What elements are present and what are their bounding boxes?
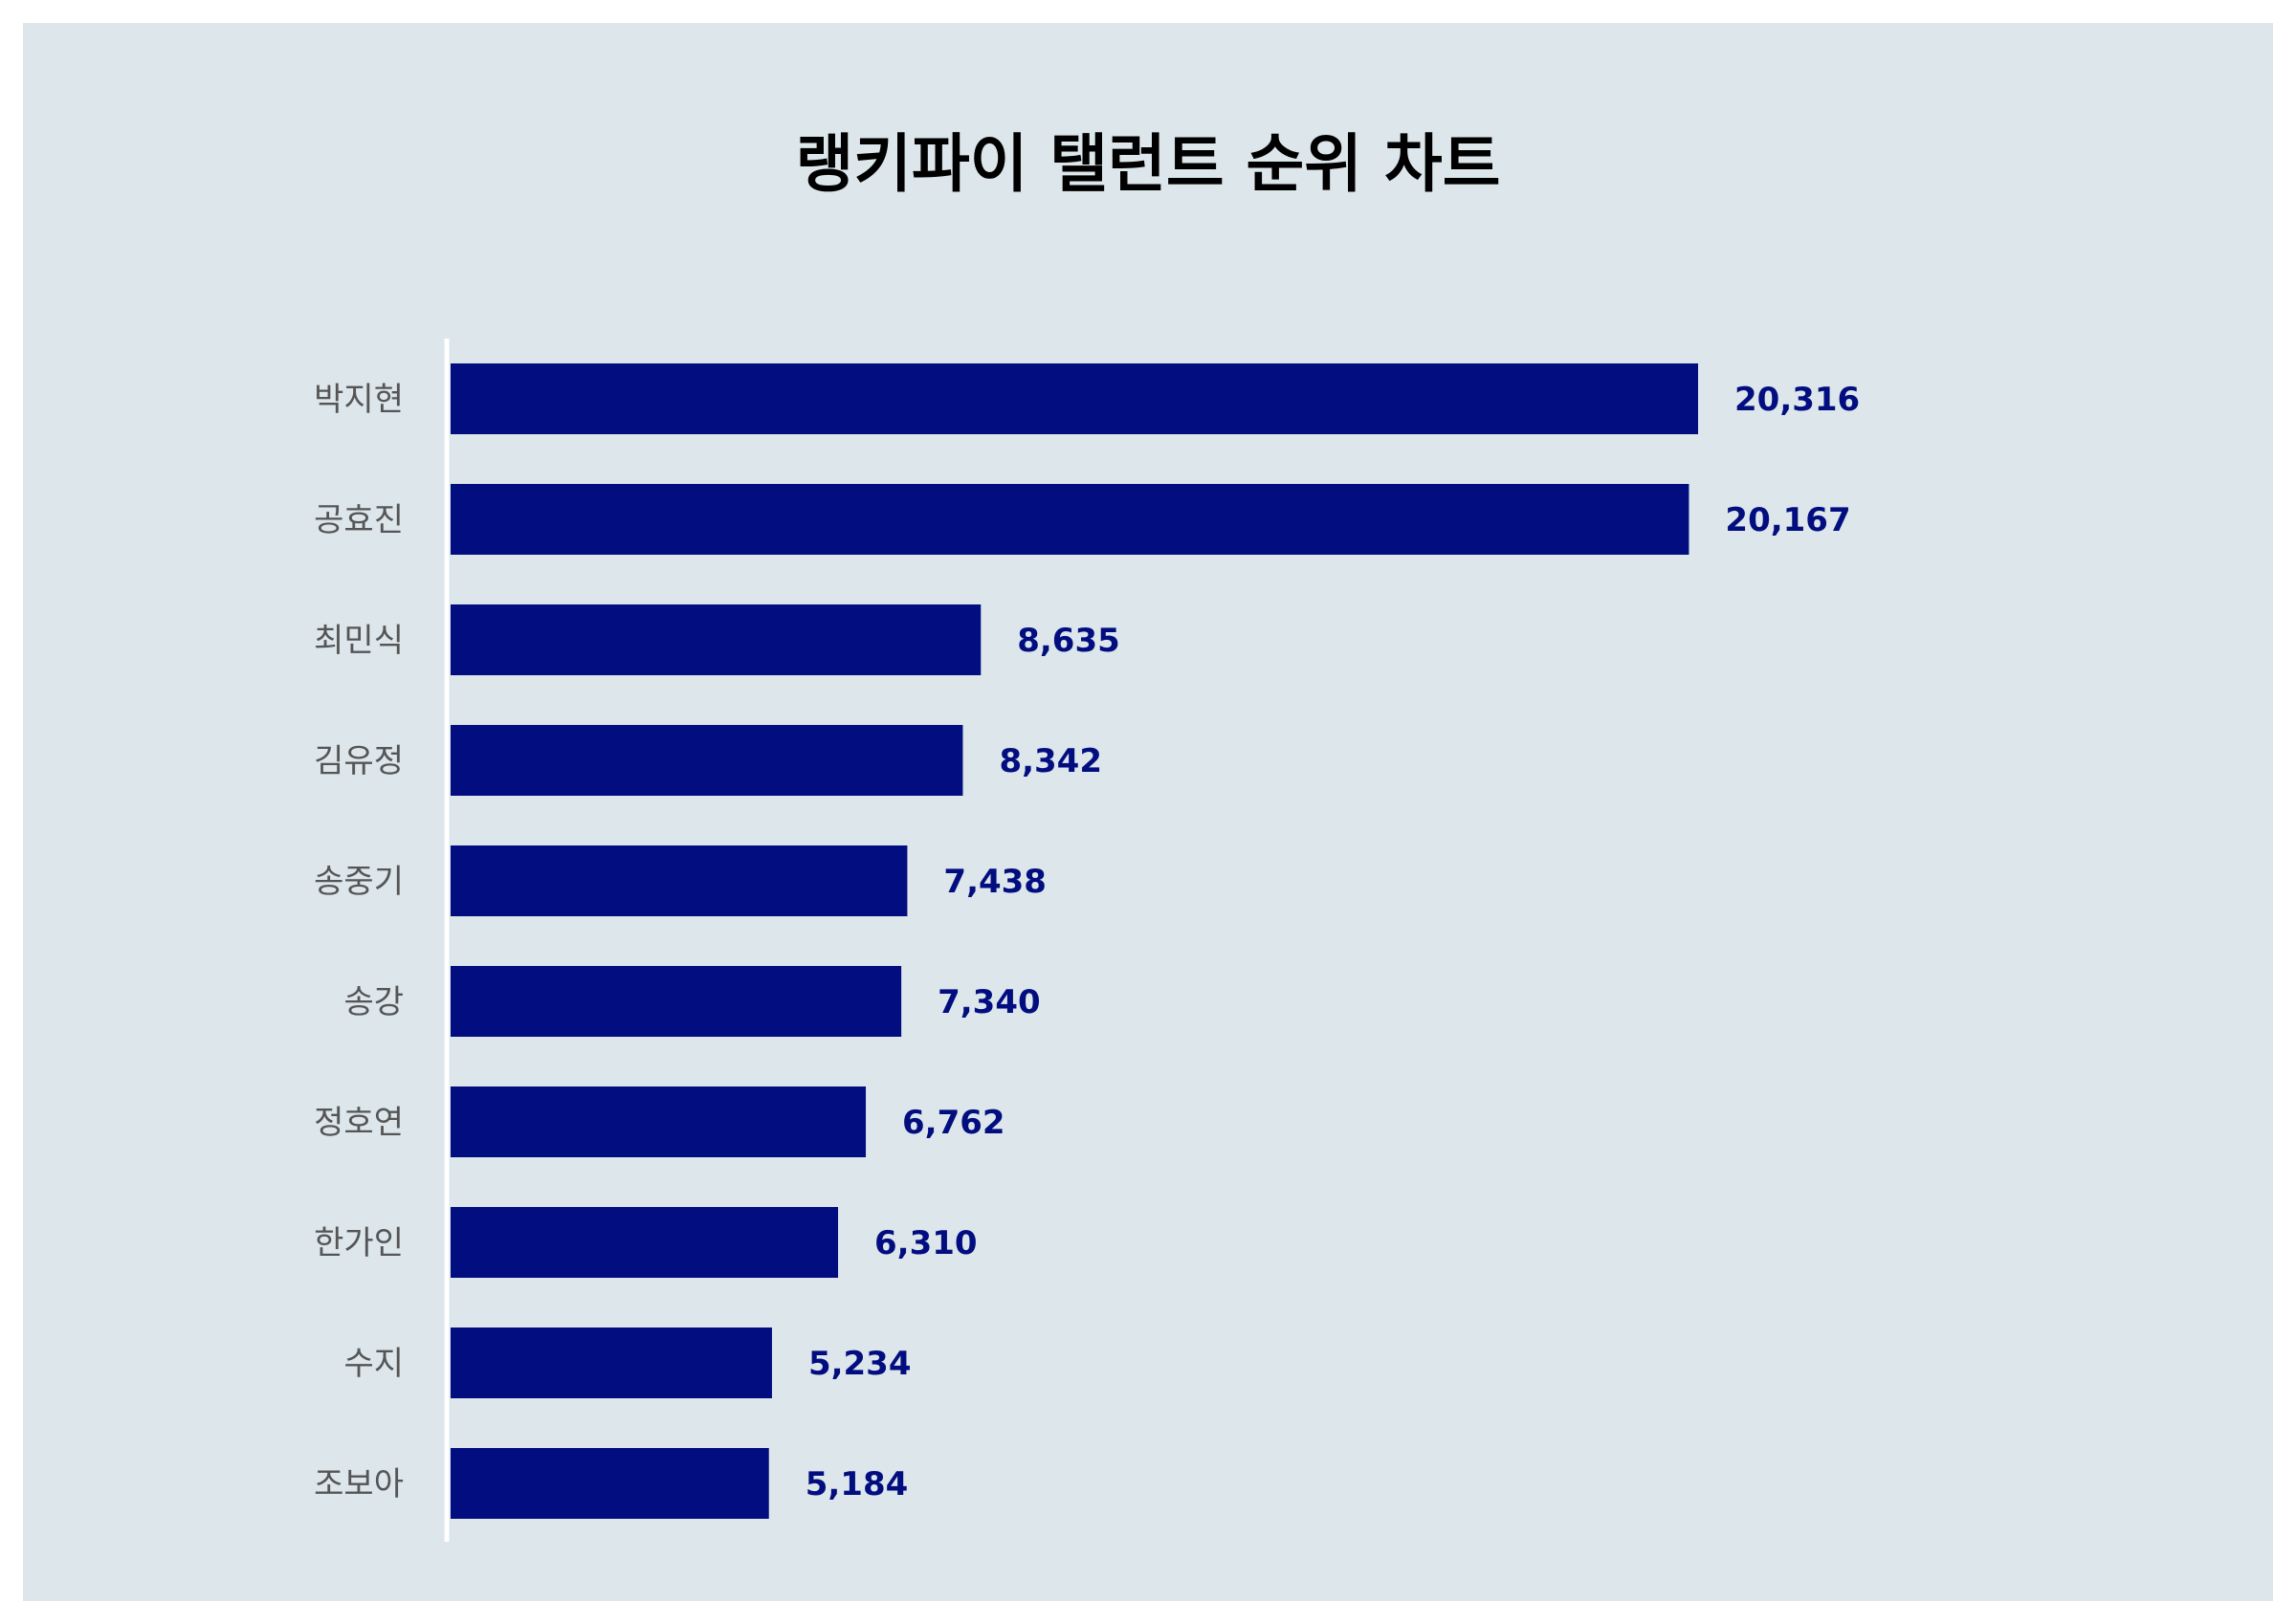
bar-8 [451, 1207, 839, 1278]
bar-5 [451, 845, 908, 916]
value-label: 5,234 [808, 1345, 912, 1383]
category-label: 한가인 [314, 1224, 404, 1262]
category-label: 정호연 [314, 1104, 404, 1142]
value-label: 20,167 [1725, 501, 1850, 539]
chart-title: 랭키파이 탤런트 순위 차트 [795, 127, 1501, 201]
value-label: 6,310 [874, 1224, 978, 1262]
bar-10 [451, 1448, 769, 1519]
category-label: 김유정 [314, 742, 404, 780]
category-label: 공효진 [314, 501, 404, 539]
value-label: 7,438 [943, 863, 1047, 901]
value-label: 7,340 [938, 983, 1041, 1021]
category-label: 조보아 [314, 1465, 404, 1503]
value-label: 8,342 [999, 742, 1102, 780]
bar-7 [451, 1086, 867, 1157]
chart-background [23, 23, 2273, 1601]
bar-1 [451, 363, 1698, 434]
bar-4 [451, 725, 963, 796]
category-label: 수지 [343, 1345, 404, 1383]
category-label: 송중기 [314, 863, 404, 901]
value-label: 8,635 [1017, 622, 1120, 660]
bar-2 [451, 484, 1689, 555]
value-label: 5,184 [806, 1465, 909, 1503]
bar-6 [451, 966, 902, 1037]
category-label: 송강 [343, 983, 404, 1021]
value-label: 20,316 [1734, 381, 1860, 419]
value-label: 6,762 [902, 1104, 1005, 1142]
bar-3 [451, 604, 982, 675]
category-label: 최민식 [314, 622, 404, 660]
bar-9 [451, 1328, 772, 1398]
category-label: 박지현 [314, 381, 404, 419]
